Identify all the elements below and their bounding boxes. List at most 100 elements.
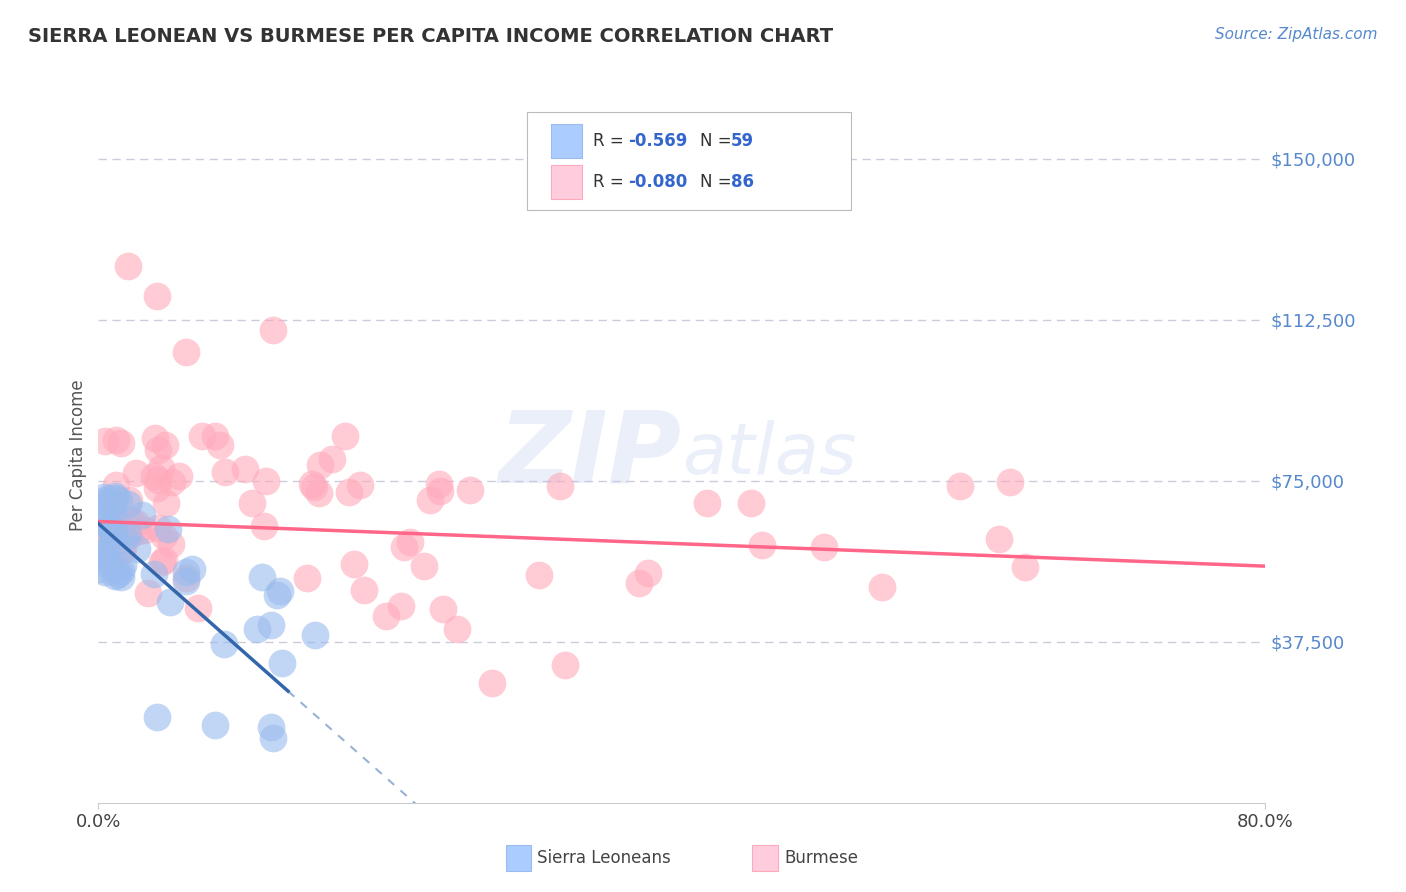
Point <box>100 527 122 541</box>
Point <box>150 555 173 569</box>
Point <box>117 259 139 273</box>
Text: R =: R = <box>593 132 630 150</box>
Point <box>254 475 277 489</box>
Point <box>125 466 148 480</box>
Point <box>101 556 124 570</box>
Point <box>93 490 115 504</box>
Point <box>432 601 454 615</box>
Point <box>269 584 291 599</box>
Point <box>143 431 166 445</box>
Point <box>214 465 236 479</box>
Point <box>93 550 115 565</box>
Point <box>427 476 450 491</box>
Point <box>112 530 135 544</box>
Point <box>93 503 115 517</box>
Point <box>108 493 131 508</box>
Point <box>148 473 170 487</box>
Point <box>118 512 141 526</box>
Point <box>157 522 180 536</box>
Point <box>446 622 468 636</box>
Point <box>155 495 177 509</box>
Point <box>304 628 326 642</box>
Point <box>160 537 183 551</box>
Point <box>260 618 283 632</box>
Point <box>118 492 141 507</box>
Point <box>870 580 893 594</box>
Point <box>107 566 129 581</box>
Point <box>429 484 451 499</box>
Point <box>105 433 128 447</box>
Point <box>949 479 972 493</box>
Point <box>112 558 135 572</box>
Point <box>246 622 269 636</box>
Point <box>174 344 197 359</box>
Point <box>117 497 139 511</box>
Point <box>208 438 231 452</box>
Point <box>176 571 198 585</box>
Point <box>110 564 132 578</box>
Point <box>309 458 332 473</box>
Point <box>105 513 128 527</box>
Point <box>89 562 111 576</box>
Text: 86: 86 <box>731 173 754 191</box>
Point <box>998 475 1021 490</box>
Text: Burmese: Burmese <box>785 849 859 867</box>
Point <box>120 528 142 542</box>
Point <box>321 451 343 466</box>
Point <box>104 514 127 528</box>
Point <box>146 710 169 724</box>
Point <box>458 483 481 498</box>
Point <box>142 469 165 483</box>
Point <box>97 496 120 510</box>
Point <box>250 570 273 584</box>
Point <box>349 478 371 492</box>
Point <box>96 491 118 506</box>
Point <box>142 566 165 581</box>
Point <box>152 553 174 567</box>
Point <box>1014 559 1036 574</box>
Text: SIERRA LEONEAN VS BURMESE PER CAPITA INCOME CORRELATION CHART: SIERRA LEONEAN VS BURMESE PER CAPITA INC… <box>28 27 834 45</box>
Point <box>110 435 132 450</box>
Point <box>174 574 197 589</box>
Point <box>104 489 127 503</box>
Point <box>181 561 204 575</box>
Point <box>146 521 169 535</box>
Text: N =: N = <box>700 132 737 150</box>
Point <box>295 571 318 585</box>
Point <box>94 434 117 449</box>
Point <box>187 600 209 615</box>
Point <box>481 675 503 690</box>
Point <box>90 544 112 558</box>
Point <box>335 428 357 442</box>
Point <box>554 658 576 673</box>
Point <box>103 568 125 582</box>
Point <box>240 496 263 510</box>
Point <box>136 586 159 600</box>
Point <box>191 429 214 443</box>
Point <box>262 323 284 337</box>
Point <box>94 494 117 508</box>
Point <box>337 485 360 500</box>
Point <box>107 534 129 549</box>
Point <box>696 496 718 510</box>
Point <box>96 557 118 571</box>
Point <box>628 576 651 591</box>
Point <box>751 538 773 552</box>
Text: ZIP: ZIP <box>499 407 682 503</box>
Point <box>104 491 127 505</box>
Point <box>153 438 176 452</box>
Point <box>174 566 197 580</box>
Point <box>98 520 121 534</box>
Point <box>100 525 122 540</box>
Point <box>134 523 156 537</box>
Point <box>262 731 284 746</box>
Point <box>375 609 398 624</box>
Text: -0.080: -0.080 <box>628 173 688 191</box>
Point <box>146 442 169 457</box>
Point <box>266 589 288 603</box>
Y-axis label: Per Capita Income: Per Capita Income <box>69 379 87 531</box>
Point <box>150 461 173 475</box>
Point <box>740 496 762 510</box>
Point <box>204 718 226 732</box>
Text: R =: R = <box>593 173 630 191</box>
